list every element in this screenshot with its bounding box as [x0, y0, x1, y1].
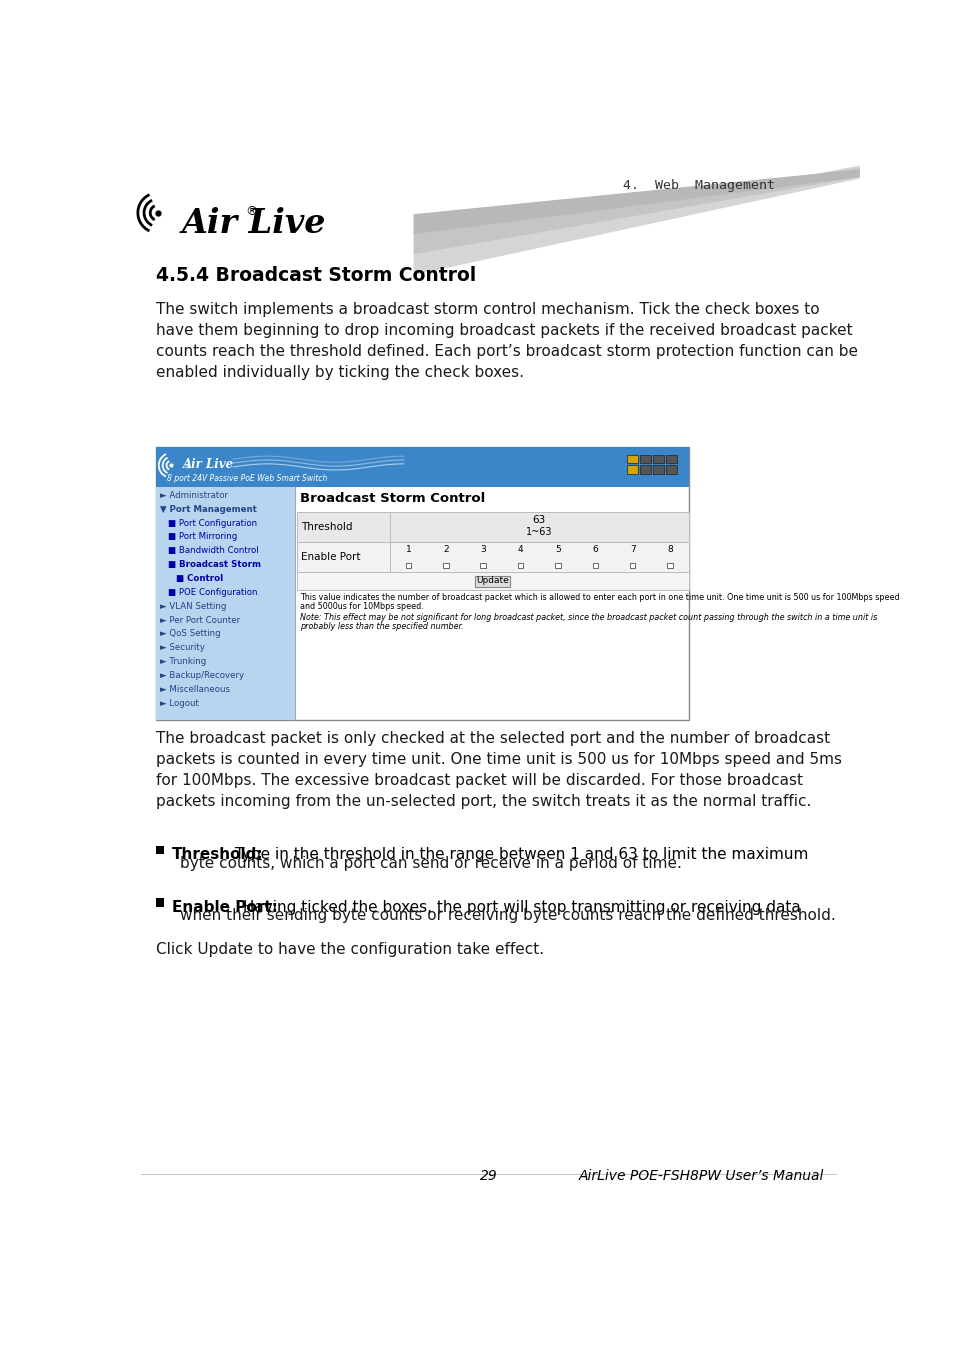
- Bar: [442, 563, 448, 568]
- Text: ■ Control: ■ Control: [175, 574, 223, 583]
- Text: Threshold:: Threshold:: [172, 848, 263, 863]
- Text: ▼ Port Management: ▼ Port Management: [160, 505, 257, 513]
- Text: ► QoS Setting: ► QoS Setting: [160, 629, 221, 639]
- Text: counts reach the threshold defined. Each port’s broadcast storm protection funct: counts reach the threshold defined. Each…: [155, 344, 857, 359]
- Text: ► Security: ► Security: [160, 643, 205, 652]
- Text: ■ Broadcast Storm: ■ Broadcast Storm: [168, 560, 261, 570]
- Bar: [555, 563, 560, 568]
- Bar: [480, 563, 485, 568]
- Bar: [653, 455, 663, 463]
- Bar: [296, 543, 688, 571]
- Bar: [626, 455, 637, 463]
- Text: ► Logout: ► Logout: [160, 699, 199, 707]
- FancyBboxPatch shape: [475, 576, 510, 587]
- Text: for 100Mbps. The excessive broadcast packet will be discarded. For those broadca: for 100Mbps. The excessive broadcast pac…: [155, 774, 801, 788]
- Text: AirLive POE-FSH8PW User’s Manual: AirLive POE-FSH8PW User’s Manual: [578, 1169, 823, 1183]
- Text: Air Live: Air Live: [183, 458, 233, 471]
- Text: Note: This effect may be not significant for long broadcast packet, since the br: Note: This effect may be not significant…: [299, 613, 876, 622]
- Text: Air Live: Air Live: [181, 207, 325, 240]
- Text: ► Trunking: ► Trunking: [160, 657, 207, 666]
- Text: 1~63: 1~63: [525, 526, 552, 536]
- Text: Update: Update: [476, 576, 509, 586]
- Text: ► Per Port Counter: ► Per Port Counter: [160, 616, 240, 625]
- Bar: [405, 563, 411, 568]
- Bar: [155, 845, 164, 855]
- Text: 4: 4: [517, 545, 523, 554]
- Text: ► Administrator: ► Administrator: [160, 491, 228, 500]
- Text: enabled individually by ticking the check boxes.: enabled individually by ticking the chec…: [155, 364, 523, 379]
- Text: ®: ®: [183, 466, 189, 470]
- Text: Having ticked the boxes, the port will stop transmitting or receiving data: Having ticked the boxes, the port will s…: [237, 899, 800, 915]
- Bar: [666, 455, 677, 463]
- Text: 4.5.4 Broadcast Storm Control: 4.5.4 Broadcast Storm Control: [155, 266, 476, 285]
- Text: ■ POE Configuration: ■ POE Configuration: [168, 587, 257, 597]
- Bar: [155, 898, 164, 907]
- Text: 2: 2: [442, 545, 448, 554]
- Bar: [653, 466, 663, 474]
- Text: ■ Port Mirroring: ■ Port Mirroring: [168, 532, 237, 541]
- Bar: [155, 447, 688, 721]
- Text: 63: 63: [532, 516, 545, 525]
- Text: 8 port 24V Passive PoE Web Smart Switch: 8 port 24V Passive PoE Web Smart Switch: [167, 474, 327, 483]
- Text: 5: 5: [555, 545, 560, 554]
- Text: ► Miscellaneous: ► Miscellaneous: [160, 684, 230, 694]
- Bar: [639, 466, 650, 474]
- Text: Enable Port: Enable Port: [301, 552, 360, 562]
- Text: 6: 6: [592, 545, 598, 554]
- Text: ■ Port Configuration: ■ Port Configuration: [168, 518, 257, 528]
- Text: Threshold: Threshold: [301, 522, 353, 532]
- Text: byte counts, which a port can send or receive in a period of time.: byte counts, which a port can send or re…: [179, 856, 680, 871]
- Text: 4.  Web  Management: 4. Web Management: [622, 180, 774, 192]
- Text: Type in the threshold in the range between 1 and 63 to limit the maximum: Type in the threshold in the range betwe…: [230, 848, 807, 863]
- Bar: [155, 487, 294, 721]
- Bar: [517, 563, 523, 568]
- Text: have them beginning to drop incoming broadcast packets if the received broadcast: have them beginning to drop incoming bro…: [155, 323, 851, 339]
- Bar: [666, 466, 677, 474]
- Text: ► VLAN Setting: ► VLAN Setting: [160, 602, 227, 610]
- Text: ■ Bandwidth Control: ■ Bandwidth Control: [168, 547, 258, 555]
- Text: 3: 3: [479, 545, 486, 554]
- Bar: [296, 571, 688, 590]
- Bar: [155, 447, 688, 487]
- Text: This value indicates the number of broadcast packet which is allowed to enter ea: This value indicates the number of broad…: [299, 593, 899, 602]
- Text: The broadcast packet is only checked at the selected port and the number of broa: The broadcast packet is only checked at …: [155, 732, 829, 747]
- Bar: [592, 563, 598, 568]
- Bar: [296, 512, 688, 543]
- Bar: [639, 455, 650, 463]
- Bar: [626, 466, 637, 474]
- Bar: [629, 563, 635, 568]
- Text: The switch implements a broadcast storm control mechanism. Tick the check boxes : The switch implements a broadcast storm …: [155, 302, 819, 317]
- Text: 1: 1: [405, 545, 411, 554]
- Text: 8: 8: [666, 545, 673, 554]
- Text: ► Backup/Recovery: ► Backup/Recovery: [160, 671, 244, 680]
- Text: packets is counted in every time unit. One time unit is 500 us for 10Mbps speed : packets is counted in every time unit. O…: [155, 752, 841, 767]
- Text: probably less than the specified number.: probably less than the specified number.: [299, 622, 463, 630]
- Text: Enable Port:: Enable Port:: [172, 899, 277, 915]
- Text: when their sending byte counts or receiving byte counts reach the defined thresh: when their sending byte counts or receiv…: [179, 909, 835, 923]
- Text: Click Update to have the configuration take effect.: Click Update to have the configuration t…: [155, 941, 543, 957]
- Bar: [667, 563, 672, 568]
- Text: ®: ®: [245, 205, 258, 219]
- Text: and 5000us for 10Mbps speed.: and 5000us for 10Mbps speed.: [299, 602, 423, 610]
- Text: 29: 29: [479, 1169, 497, 1183]
- Text: 7: 7: [629, 545, 635, 554]
- Text: Broadcast Storm Control: Broadcast Storm Control: [299, 491, 484, 505]
- Text: packets incoming from the un-selected port, the switch treats it as the normal t: packets incoming from the un-selected po…: [155, 794, 810, 809]
